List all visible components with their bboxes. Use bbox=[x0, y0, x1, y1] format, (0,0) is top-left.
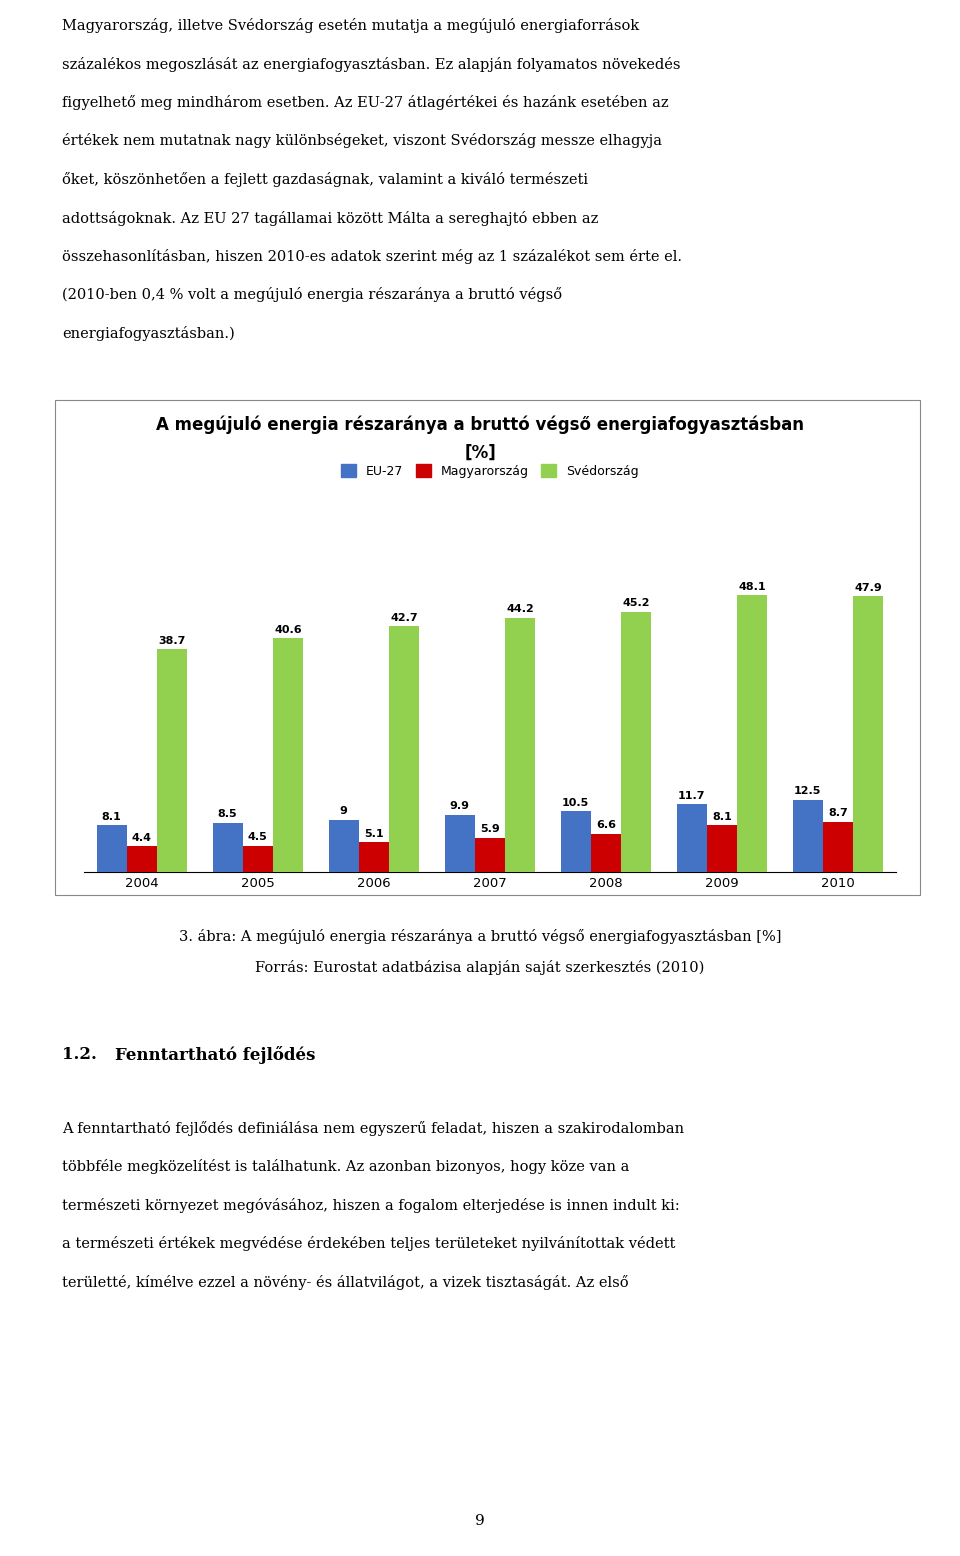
Text: A megújuló energia részaránya a bruttó végső energiafogyasztásban: A megújuló energia részaránya a bruttó v… bbox=[156, 415, 804, 434]
Bar bbox=[505, 618, 535, 871]
Text: 4.5: 4.5 bbox=[248, 832, 268, 842]
Text: 45.2: 45.2 bbox=[622, 599, 650, 608]
Bar bbox=[621, 612, 651, 871]
Text: Magyarország, illetve Svédország esetén mutatja a megújuló energiaforrások: Magyarország, illetve Svédország esetén … bbox=[62, 19, 639, 33]
Bar bbox=[243, 846, 273, 871]
Text: 11.7: 11.7 bbox=[678, 790, 706, 801]
Bar bbox=[590, 834, 621, 871]
Bar bbox=[823, 822, 853, 871]
Bar bbox=[273, 638, 303, 871]
Legend: EU-27, Magyarország, Svédország: EU-27, Magyarország, Svédország bbox=[337, 461, 642, 482]
Text: őket, köszönhetően a fejlett gazdaságnak, valamint a kiváló természeti: őket, köszönhetően a fejlett gazdaságnak… bbox=[62, 173, 588, 187]
Text: 8.7: 8.7 bbox=[828, 808, 848, 818]
Bar bbox=[359, 842, 389, 871]
Text: Forrás: Eurostat adatbázisa alapján saját szerkesztés (2010): Forrás: Eurostat adatbázisa alapján sajá… bbox=[255, 960, 705, 976]
Text: 40.6: 40.6 bbox=[275, 626, 301, 635]
Text: értékek nem mutatnak nagy különbségeket, viszont Svédország messze elhagyja: értékek nem mutatnak nagy különbségeket,… bbox=[62, 134, 662, 148]
Bar bbox=[561, 811, 590, 871]
Bar bbox=[444, 815, 475, 871]
Text: százalékos megoszlását az energiafogyasztásban. Ez alapján folyamatos növekedés: százalékos megoszlását az energiafogyasz… bbox=[62, 56, 681, 72]
Text: 8.5: 8.5 bbox=[218, 809, 237, 820]
Bar bbox=[127, 846, 156, 871]
Text: 5.1: 5.1 bbox=[364, 829, 384, 839]
Text: 48.1: 48.1 bbox=[738, 582, 766, 591]
Text: 8.1: 8.1 bbox=[712, 812, 732, 822]
Bar bbox=[389, 626, 420, 871]
Bar bbox=[97, 825, 127, 871]
Bar bbox=[853, 596, 883, 871]
Text: 38.7: 38.7 bbox=[158, 636, 185, 646]
Text: Fenntartható fejlődés: Fenntartható fejlődés bbox=[115, 1046, 316, 1064]
Text: 4.4: 4.4 bbox=[132, 832, 152, 843]
Text: 1.2.: 1.2. bbox=[62, 1046, 97, 1063]
Text: 8.1: 8.1 bbox=[102, 812, 122, 822]
Text: energiafogyasztásban.): energiafogyasztásban.) bbox=[62, 327, 235, 341]
Bar bbox=[328, 820, 359, 871]
Bar bbox=[212, 823, 243, 871]
Bar bbox=[737, 596, 767, 871]
Bar bbox=[475, 837, 505, 871]
Text: 6.6: 6.6 bbox=[596, 820, 616, 831]
Text: 44.2: 44.2 bbox=[506, 604, 534, 615]
Text: 12.5: 12.5 bbox=[794, 786, 822, 797]
Text: 10.5: 10.5 bbox=[563, 798, 589, 808]
Text: 9.9: 9.9 bbox=[449, 801, 469, 811]
Text: többféle megközelítést is találhatunk. Az azonban bizonyos, hogy köze van a: többféle megközelítést is találhatunk. A… bbox=[62, 1159, 630, 1175]
Text: 47.9: 47.9 bbox=[854, 584, 882, 593]
Text: 9: 9 bbox=[475, 1514, 485, 1528]
Text: figyelhető meg mindhárom esetben. Az EU-27 átlagértékei és hazánk esetében az: figyelhető meg mindhárom esetben. Az EU-… bbox=[62, 95, 669, 110]
Text: 9: 9 bbox=[340, 806, 348, 817]
Text: 3. ábra: A megújuló energia részaránya a bruttó végső energiafogyasztásban [%]: 3. ábra: A megújuló energia részaránya a… bbox=[179, 929, 781, 944]
Text: területté, kímélve ezzel a növény- és állatvilágot, a vizek tisztaságát. Az első: területté, kímélve ezzel a növény- és ál… bbox=[62, 1274, 629, 1290]
Bar bbox=[793, 800, 823, 871]
Text: a természeti értékek megvédése érdekében teljes területeket nyilvánítottak védet: a természeti értékek megvédése érdekében… bbox=[62, 1235, 676, 1251]
Text: (2010-ben 0,4 % volt a megújuló energia részaránya a bruttó végső: (2010-ben 0,4 % volt a megújuló energia … bbox=[62, 288, 563, 302]
Text: A fenntartható fejlődés definiálása nem egyszerű feladat, hiszen a szakirodalomb: A fenntartható fejlődés definiálása nem … bbox=[62, 1120, 684, 1136]
Text: összehasonlításban, hiszen 2010-es adatok szerint még az 1 százalékot sem érte e: összehasonlításban, hiszen 2010-es adato… bbox=[62, 249, 683, 265]
Text: 42.7: 42.7 bbox=[390, 613, 418, 622]
Bar bbox=[677, 804, 707, 871]
Bar bbox=[156, 649, 187, 871]
Text: természeti környezet megóvásához, hiszen a fogalom elterjedése is innen indult k: természeti környezet megóvásához, hiszen… bbox=[62, 1198, 680, 1212]
Text: 5.9: 5.9 bbox=[480, 825, 500, 834]
Bar bbox=[707, 825, 737, 871]
Text: adottságoknak. Az EU 27 tagállamai között Málta a sereghajtó ebben az: adottságoknak. Az EU 27 tagállamai közöt… bbox=[62, 210, 599, 226]
Text: [%]: [%] bbox=[464, 443, 496, 462]
